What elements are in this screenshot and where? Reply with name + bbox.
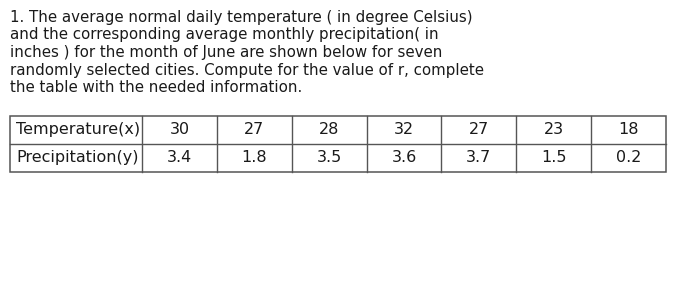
Text: 3.4: 3.4 <box>166 150 192 165</box>
Text: 18: 18 <box>618 122 639 137</box>
Text: 1.8: 1.8 <box>241 150 267 165</box>
Text: inches ) for the month of June are shown below for seven: inches ) for the month of June are shown… <box>10 45 442 60</box>
Text: 27: 27 <box>244 122 264 137</box>
Text: and the corresponding average monthly precipitation( in: and the corresponding average monthly pr… <box>10 27 439 43</box>
Text: 3.6: 3.6 <box>392 150 417 165</box>
Text: 3.5: 3.5 <box>317 150 342 165</box>
Text: 1.5: 1.5 <box>541 150 566 165</box>
Text: 30: 30 <box>169 122 189 137</box>
Text: 28: 28 <box>319 122 339 137</box>
Bar <box>10 116 666 171</box>
Text: 1. The average normal daily temperature ( in degree Celsius): 1. The average normal daily temperature … <box>10 10 472 25</box>
Text: Precipitation(y): Precipitation(y) <box>16 150 138 165</box>
Text: Temperature(x): Temperature(x) <box>16 122 140 137</box>
Text: 23: 23 <box>544 122 563 137</box>
Text: the table with the needed information.: the table with the needed information. <box>10 80 302 95</box>
Text: randomly selected cities. Compute for the value of r, complete: randomly selected cities. Compute for th… <box>10 63 484 78</box>
Text: 27: 27 <box>468 122 489 137</box>
Text: 0.2: 0.2 <box>616 150 641 165</box>
Text: 32: 32 <box>394 122 414 137</box>
Text: 3.7: 3.7 <box>466 150 491 165</box>
